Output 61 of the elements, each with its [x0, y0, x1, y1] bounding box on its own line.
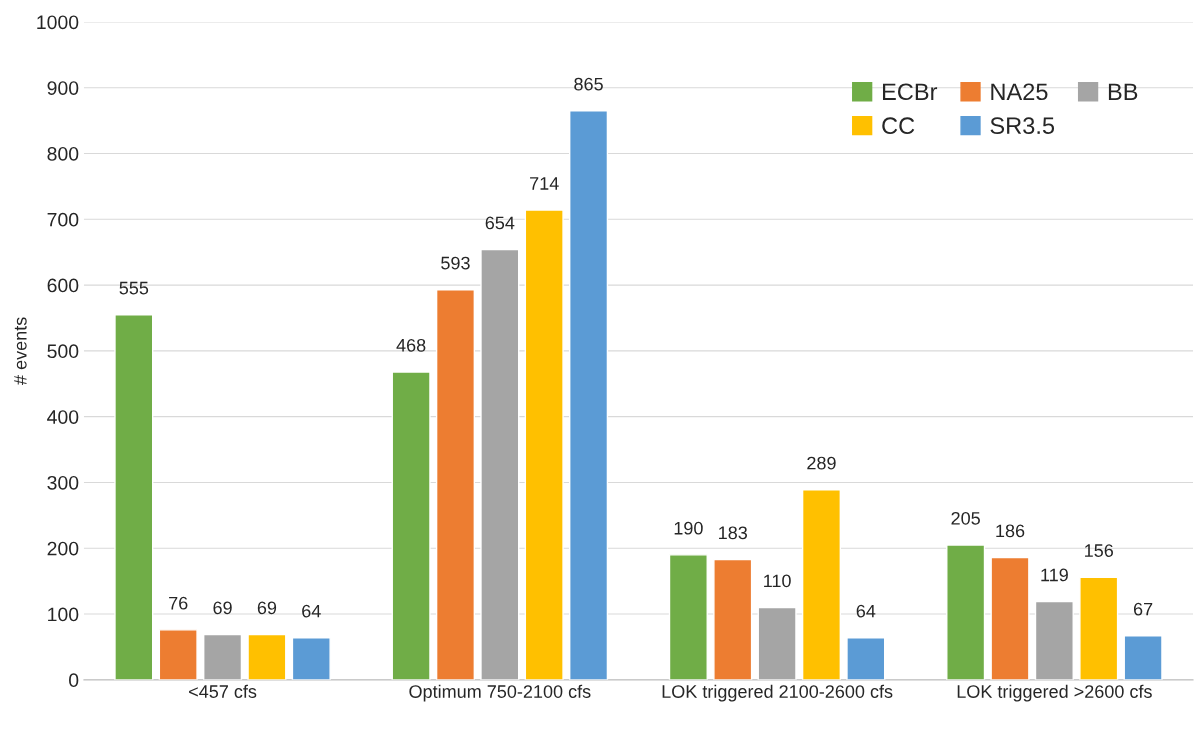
legend-label: CC [882, 117, 915, 135]
data-label: 64 [302, 604, 321, 618]
y-tick-label: 400 [47, 410, 79, 424]
bar [114, 314, 154, 680]
bar [946, 544, 986, 680]
y-tick-label: 700 [47, 212, 79, 227]
data-label: 205 [951, 511, 980, 525]
y-tick-label: 100 [48, 607, 79, 622]
data-label: 119 [1041, 568, 1068, 582]
bar [569, 110, 609, 680]
data-label: 555 [119, 281, 149, 295]
bar [1034, 600, 1074, 680]
x-tick-label: LOK triggered >2600 cfs [957, 684, 1152, 702]
legend-label: BB [1108, 83, 1138, 100]
bar [158, 629, 198, 680]
bar [713, 558, 753, 680]
data-label: 289 [807, 456, 836, 470]
bar [846, 637, 886, 680]
legend-label: ECBr [883, 83, 938, 101]
bar [291, 637, 331, 680]
bar [757, 606, 797, 680]
x-tick-label: <457 cfs [189, 684, 257, 698]
bar [435, 289, 476, 680]
data-label: 69 [257, 601, 277, 615]
bar [801, 489, 842, 680]
y-tick-label: 300 [47, 475, 79, 490]
bar [524, 209, 564, 680]
bar [1123, 635, 1163, 680]
data-label: 183 [719, 526, 748, 540]
y-tick-label: 900 [47, 81, 79, 95]
bar [668, 554, 708, 680]
bar [480, 248, 520, 680]
data-label: 69 [213, 601, 232, 615]
data-label: 156 [1085, 544, 1113, 557]
data-label: 67 [1133, 602, 1153, 616]
bar [391, 371, 431, 680]
y-tick-label: 200 [47, 541, 79, 556]
data-label: 186 [996, 524, 1025, 538]
y-tick-label: 1000 [37, 15, 79, 30]
bar [1079, 576, 1119, 680]
bar [203, 633, 243, 680]
data-label: 714 [530, 177, 559, 190]
data-label: 110 [764, 574, 791, 588]
y-tick-label: 500 [47, 344, 79, 359]
data-label: 76 [169, 596, 188, 610]
legend-label: NA25 [991, 83, 1048, 101]
legend-label: SR3.5 [990, 117, 1055, 135]
data-label: 593 [441, 256, 470, 270]
y-axis-title: # events [14, 317, 27, 385]
x-tick-label: LOK triggered 2100-2600 cfs [662, 684, 893, 702]
x-tick-label: Optimum 750-2100 cfs [409, 684, 591, 702]
data-label: 190 [674, 521, 703, 535]
data-label: 654 [485, 216, 515, 230]
data-label: 865 [574, 77, 603, 91]
bar [247, 633, 287, 680]
y-tick-label: 0 [69, 673, 79, 688]
data-label: 64 [856, 604, 876, 618]
y-tick-label: 800 [47, 146, 79, 161]
y-tick-label: 600 [47, 278, 79, 293]
bar [990, 556, 1030, 680]
data-label: 468 [396, 338, 426, 352]
